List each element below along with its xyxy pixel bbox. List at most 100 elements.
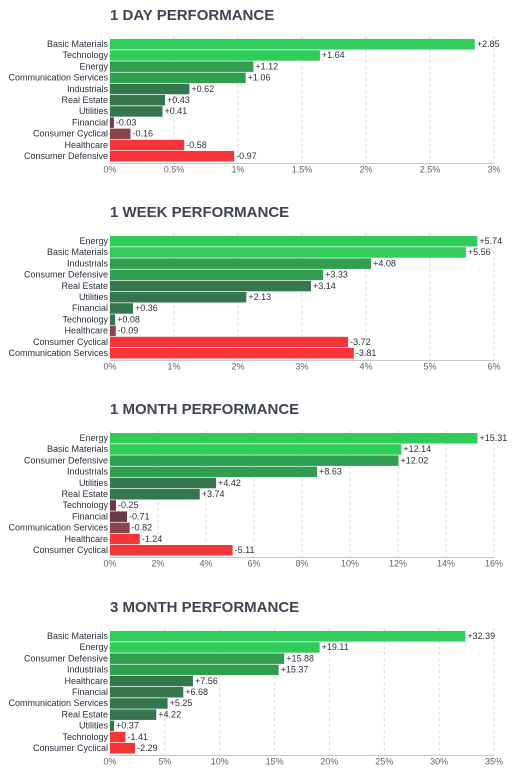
x-tick-label: 2% — [231, 362, 244, 372]
bar — [110, 247, 466, 258]
bar — [110, 258, 372, 269]
bar — [110, 500, 116, 511]
category-label: Real Estate — [61, 95, 108, 105]
bar — [110, 687, 184, 698]
category-label: Basic Materials — [47, 444, 109, 454]
value-label: +0.36 — [135, 303, 158, 313]
value-label: -0.25 — [118, 500, 139, 510]
x-tick-label: 4% — [199, 559, 212, 569]
bar — [110, 139, 185, 151]
value-label: -0.58 — [186, 140, 207, 150]
category-label: Healthcare — [64, 534, 108, 544]
bar — [110, 95, 166, 106]
value-label: +5.74 — [479, 236, 502, 246]
value-label: +1.64 — [322, 50, 345, 60]
value-label: +4.22 — [158, 709, 181, 719]
x-tick-label: 3% — [487, 165, 500, 175]
bar — [110, 151, 235, 162]
category-label: Consumer Cyclical — [33, 337, 108, 347]
bar — [110, 522, 130, 534]
category-label: Basic Materials — [47, 631, 109, 641]
x-tick-label: 0% — [103, 165, 116, 175]
category-label: Communication Services — [8, 73, 108, 83]
x-tick-label: 1.5% — [292, 165, 313, 175]
value-label: -3.81 — [356, 348, 377, 358]
value-label: +0.37 — [116, 721, 139, 731]
bar — [110, 269, 324, 281]
bar — [110, 477, 217, 489]
category-label: Industrials — [67, 258, 109, 268]
category-label: Financial — [72, 511, 108, 521]
value-label: +1.12 — [255, 61, 278, 71]
category-label: Real Estate — [61, 709, 108, 719]
value-label: +2.85 — [477, 39, 500, 49]
value-label: +0.08 — [117, 314, 140, 324]
x-tick-label: 20% — [320, 757, 338, 767]
category-label: Real Estate — [61, 489, 108, 499]
category-label: Industrials — [67, 84, 109, 94]
x-tick-label: 14% — [437, 559, 455, 569]
value-label: +5.25 — [170, 698, 193, 708]
value-label: +0.62 — [191, 84, 214, 94]
bar — [110, 39, 475, 50]
value-label: -5.11 — [235, 545, 255, 555]
value-label: +0.41 — [164, 106, 187, 116]
category-label: Energy — [79, 642, 108, 652]
bar — [110, 642, 320, 653]
chart-panel: 3 MONTH PERFORMANCE 0% 5% 10% 15% 20% 25% 30% 35… — [8, 599, 503, 767]
x-tick-label: 12% — [389, 559, 407, 569]
bar — [110, 325, 116, 337]
value-label: -0.97 — [236, 151, 257, 161]
x-tick-label: 1% — [231, 165, 244, 175]
x-tick-label: 30% — [430, 757, 448, 767]
value-label: +19.11 — [322, 642, 349, 652]
chart-panel: 1 MONTH PERFORMANCE 0% 2% 4% 6% 8% 10% 12% 14% 16… — [8, 401, 507, 569]
category-label: Consumer Cyclical — [33, 743, 108, 753]
category-label: Energy — [79, 236, 108, 246]
chart-title: 3 MONTH PERFORMANCE — [110, 599, 299, 616]
bar — [110, 433, 478, 444]
chart-title: 1 WEEK PERFORMANCE — [110, 204, 289, 221]
bar — [110, 675, 193, 687]
value-label: +0.43 — [167, 95, 190, 105]
bar — [110, 545, 233, 556]
bar — [110, 533, 140, 545]
x-tick-label: 2% — [359, 165, 372, 175]
value-label: +3.74 — [202, 489, 225, 499]
value-label: +7.56 — [195, 676, 218, 686]
category-label: Consumer Cyclical — [33, 129, 108, 139]
x-tick-label: 3% — [295, 362, 308, 372]
chart-panel: 1 DAY PERFORMANCE 0% 0.5% 1% 1.5% 2% 2.5% 3% Bas… — [8, 7, 500, 175]
bar — [110, 303, 134, 314]
value-label: +12.14 — [403, 444, 431, 454]
value-label: +4.42 — [218, 478, 241, 488]
x-tick-label: 0.5% — [164, 165, 185, 175]
value-label: -0.16 — [132, 129, 153, 139]
value-label: -1.41 — [127, 732, 148, 742]
category-label: Consumer Defensive — [24, 653, 108, 663]
category-label: Consumer Cyclical — [33, 545, 108, 555]
bar — [110, 280, 311, 292]
category-label: Financial — [72, 687, 108, 697]
x-tick-label: 10% — [341, 559, 359, 569]
x-tick-label: 16% — [485, 559, 503, 569]
bar — [110, 455, 399, 466]
value-label: +4.08 — [373, 258, 396, 268]
bar — [110, 72, 246, 84]
x-tick-label: 0% — [103, 757, 116, 767]
bar — [110, 236, 478, 247]
bar — [110, 61, 254, 72]
x-tick-label: 1% — [167, 362, 180, 372]
category-label: Healthcare — [64, 326, 108, 336]
value-label: -0.03 — [116, 117, 137, 127]
category-label: Technology — [62, 50, 108, 60]
value-label: -0.82 — [132, 523, 153, 533]
category-label: Financial — [72, 303, 108, 313]
bar — [110, 631, 466, 642]
category-label: Utilities — [79, 721, 109, 731]
x-tick-label: 6% — [247, 559, 260, 569]
x-tick-label: 0% — [103, 362, 116, 372]
category-label: Communication Services — [8, 348, 108, 358]
category-label: Healthcare — [64, 140, 108, 150]
